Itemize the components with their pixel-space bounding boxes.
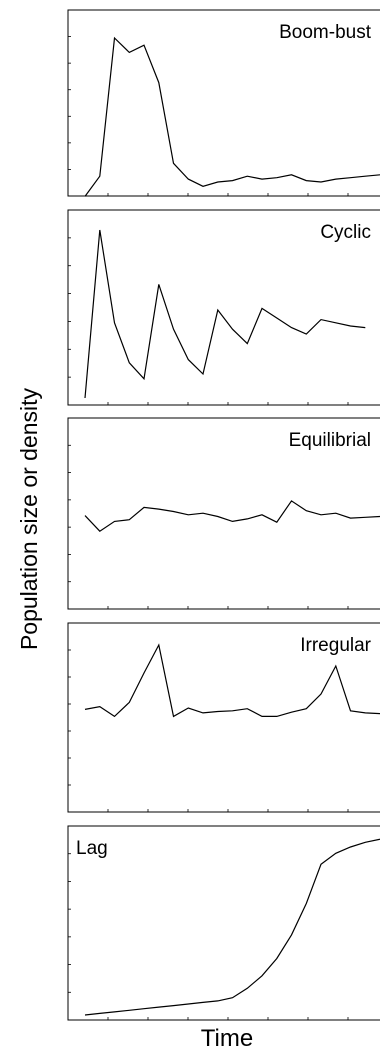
y-axis-label: Population size or density xyxy=(16,387,42,650)
series-line xyxy=(84,643,380,718)
panel-frame xyxy=(67,417,380,610)
panel-title: Irregular xyxy=(300,635,371,656)
panel-4: Irregular xyxy=(67,622,380,813)
series-line xyxy=(84,229,366,399)
series-line xyxy=(84,36,380,197)
panel-title: Boom-bust xyxy=(279,22,372,43)
panels-group: Boom-bust Cyclic Equilibrial Irregular Lag xyxy=(67,9,380,1021)
panel-frame xyxy=(67,9,380,197)
panel-title: Cyclic xyxy=(320,222,371,243)
panel-2: Cyclic xyxy=(67,209,380,406)
series-line xyxy=(84,500,380,532)
x-axis-label: Time xyxy=(201,1025,253,1052)
panel-3: Equilibrial xyxy=(67,417,380,610)
panel-title: Lag xyxy=(76,838,108,859)
panel-frame xyxy=(67,209,380,406)
panel-1: Boom-bust xyxy=(67,9,380,197)
panel-frame xyxy=(67,825,380,1021)
panel-5: Lag xyxy=(67,825,380,1021)
panel-frame xyxy=(67,622,380,813)
series-line xyxy=(84,838,380,1016)
panel-title: Equilibrial xyxy=(289,430,371,451)
